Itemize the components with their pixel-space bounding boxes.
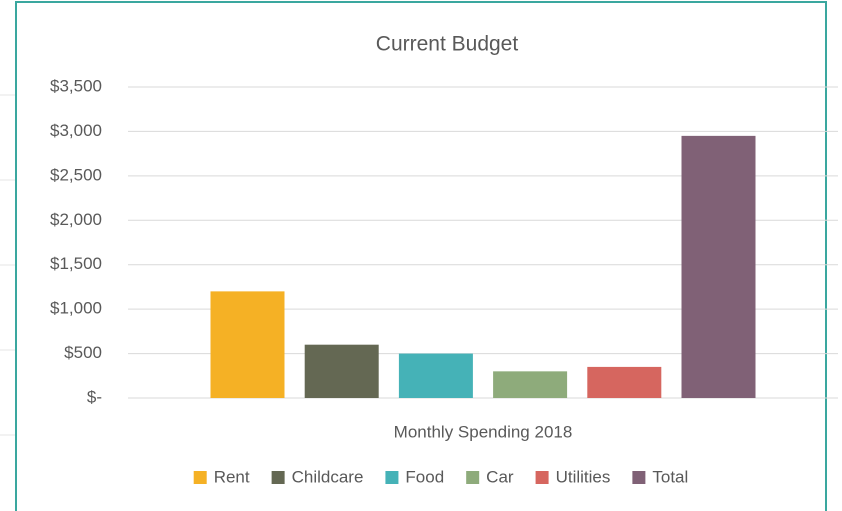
legend-swatch bbox=[632, 471, 646, 484]
y-tick-label: $1,000 bbox=[50, 299, 102, 318]
y-tick-label: $3,500 bbox=[50, 76, 102, 95]
chart-title: Current Budget bbox=[376, 33, 519, 56]
legend-label: Car bbox=[486, 467, 514, 486]
legend-label: Rent bbox=[214, 467, 250, 486]
y-tick-label: $- bbox=[87, 387, 102, 406]
bar bbox=[681, 135, 756, 398]
legend-label: Total bbox=[652, 467, 688, 486]
x-axis-label: Monthly Spending 2018 bbox=[394, 422, 573, 441]
bar bbox=[304, 344, 379, 398]
y-tick-label: $2,500 bbox=[50, 165, 102, 184]
bar bbox=[493, 371, 568, 398]
bar bbox=[210, 291, 285, 398]
legend-swatch bbox=[193, 471, 207, 484]
bar bbox=[398, 353, 473, 398]
legend-swatch bbox=[271, 471, 285, 484]
y-tick-label: $500 bbox=[64, 343, 102, 362]
legend-swatch bbox=[385, 471, 399, 484]
legend-label: Utilities bbox=[556, 467, 611, 486]
legend-label: Food bbox=[405, 467, 444, 486]
legend-swatch bbox=[466, 471, 480, 484]
legend-swatch bbox=[535, 471, 549, 484]
y-tick-label: $3,000 bbox=[50, 121, 102, 140]
chart-border bbox=[15, 1, 827, 511]
legend-label: Childcare bbox=[292, 467, 364, 486]
y-tick-label: $1,500 bbox=[50, 254, 102, 273]
y-tick-label: $2,000 bbox=[50, 210, 102, 229]
bar bbox=[587, 366, 662, 398]
